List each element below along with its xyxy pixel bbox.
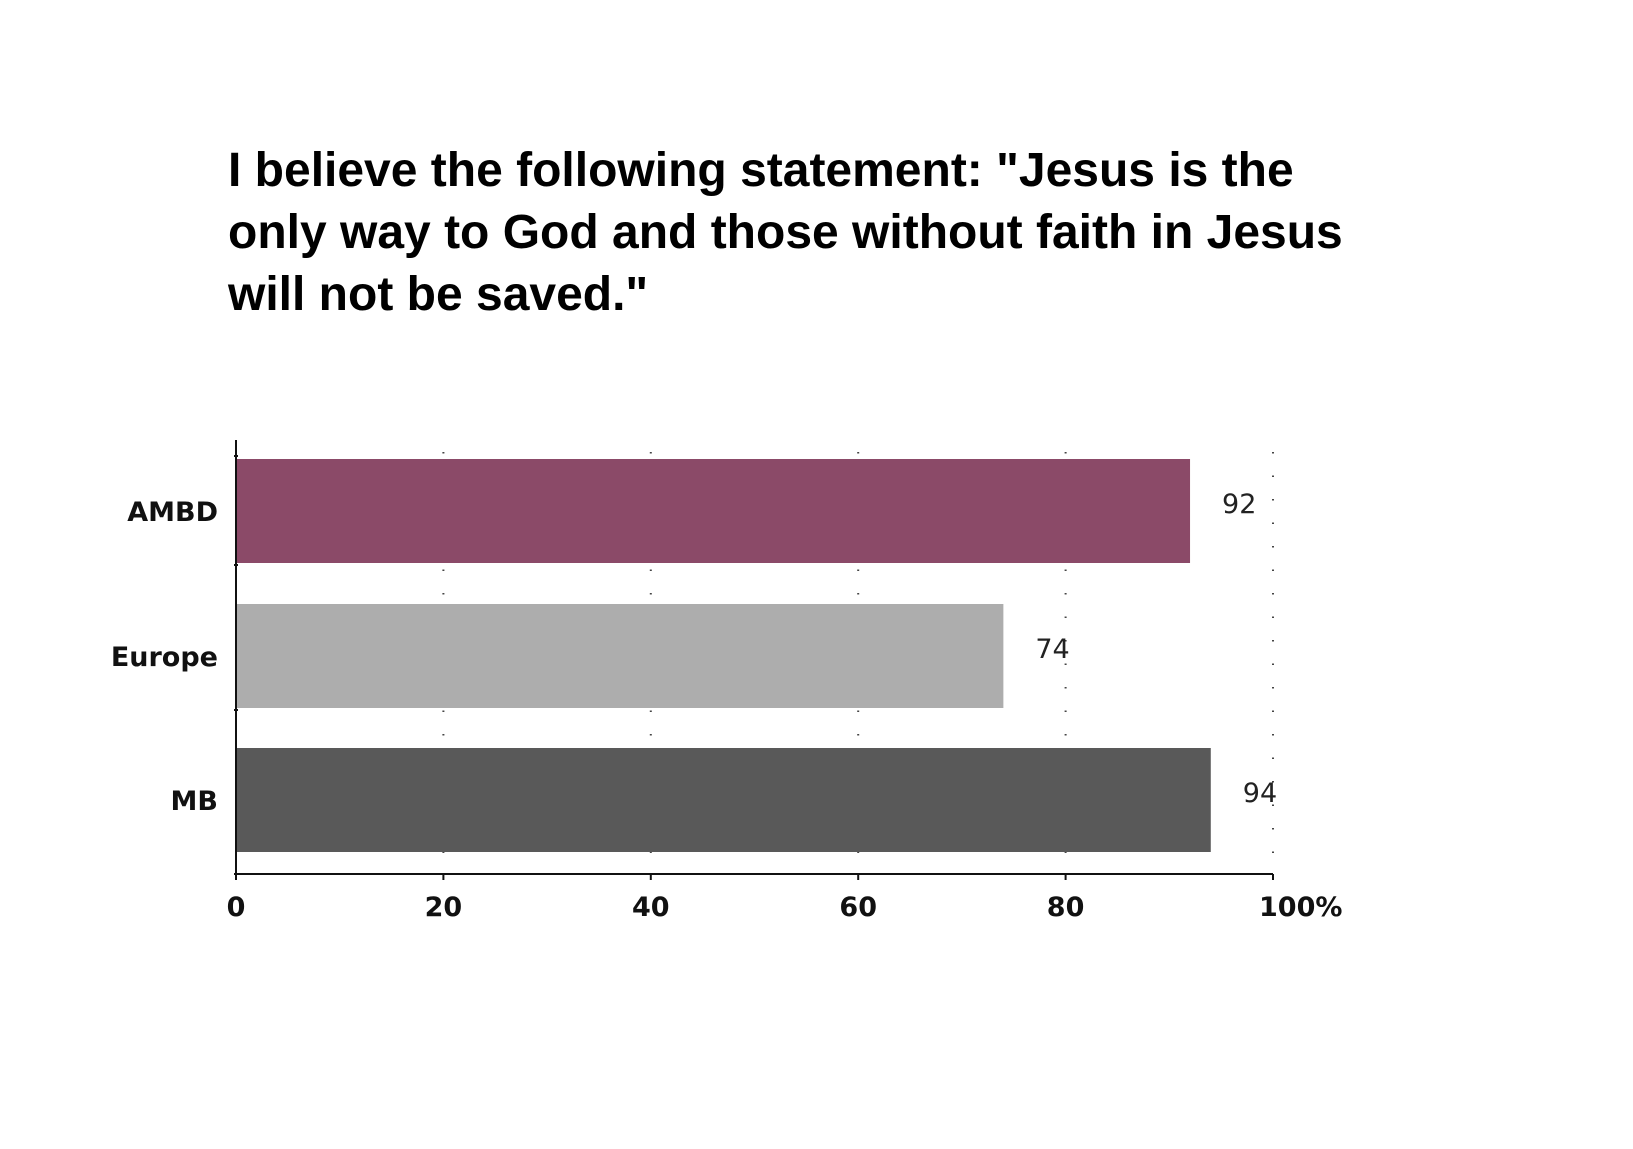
category-label: AMBD xyxy=(127,497,218,528)
category-label: MB xyxy=(171,786,218,817)
bar-europe xyxy=(236,604,1004,708)
data-label: 74 xyxy=(1035,634,1069,665)
x-tick-label: 100% xyxy=(1259,892,1342,923)
x-tick-label: 80 xyxy=(1047,892,1085,923)
chart-title: I believe the following statement: "Jesu… xyxy=(228,144,1343,321)
x-tick-label: 40 xyxy=(632,892,670,923)
bar-ambd xyxy=(236,459,1191,563)
x-tick-label: 0 xyxy=(227,892,246,923)
data-label: 94 xyxy=(1243,778,1277,809)
bars xyxy=(236,459,1211,852)
category-label: Europe xyxy=(111,642,218,673)
labels: AMBD 92 Europe 74 MB 94 0 20 40 60 80 100% xyxy=(111,489,1343,923)
data-label: 92 xyxy=(1222,489,1256,520)
x-tick-label: 20 xyxy=(425,892,463,923)
axes xyxy=(234,440,1274,880)
bar-mb xyxy=(236,748,1211,852)
x-tick-label: 60 xyxy=(839,892,877,923)
